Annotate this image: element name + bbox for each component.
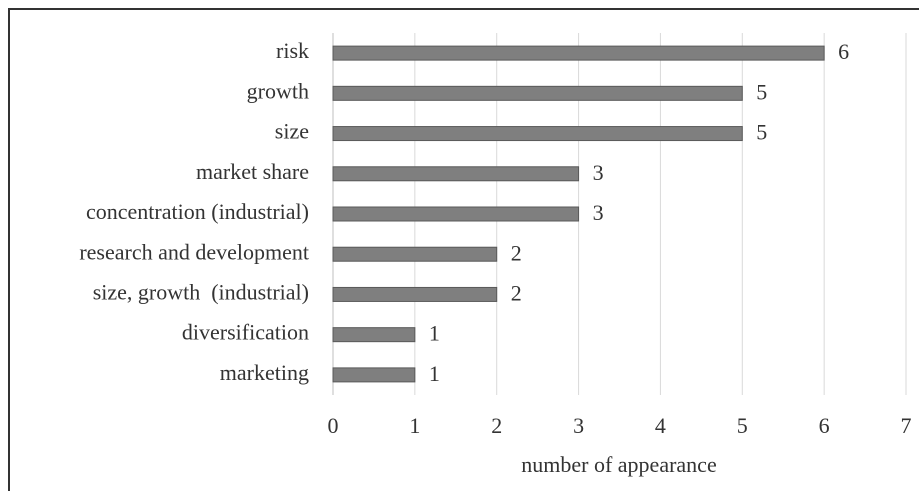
bar [332, 45, 825, 61]
bar [332, 166, 580, 182]
y-tick-label: marketing [220, 360, 309, 385]
bar [332, 85, 743, 101]
x-tick-label: 3 [573, 413, 584, 438]
y-tick-label: risk [276, 38, 309, 63]
data-label: 1 [429, 321, 440, 346]
bar [332, 126, 743, 142]
data-label: 5 [756, 79, 767, 104]
y-tick-label: size [275, 119, 309, 144]
y-tick-label: diversification [182, 320, 309, 345]
y-tick-label: size, growth (industrial) [93, 279, 309, 304]
data-label: 2 [511, 280, 522, 305]
x-tick-label: 7 [901, 413, 912, 438]
data-label: 2 [511, 240, 522, 265]
x-tick-label: 5 [737, 413, 748, 438]
frame [8, 8, 919, 491]
y-tick-label: market share [196, 159, 309, 184]
x-tick-label: 1 [409, 413, 420, 438]
x-tick-label: 2 [491, 413, 502, 438]
bar [332, 206, 580, 222]
x-tick-label: 4 [655, 413, 666, 438]
bar [332, 286, 498, 302]
data-label: 1 [429, 361, 440, 386]
data-label: 6 [838, 39, 849, 64]
x-tick-label: 0 [328, 413, 339, 438]
bar [332, 367, 416, 383]
bar [332, 327, 416, 343]
y-tick-label: growth [247, 78, 309, 103]
data-label: 3 [593, 200, 604, 225]
x-axis-label: number of appearance [521, 452, 716, 477]
y-tick-label: concentration (industrial) [86, 199, 309, 224]
data-label: 3 [593, 160, 604, 185]
bar [332, 246, 498, 262]
x-tick-label: 6 [819, 413, 830, 438]
y-tick-label: research and development [79, 239, 309, 264]
data-label: 5 [756, 120, 767, 145]
